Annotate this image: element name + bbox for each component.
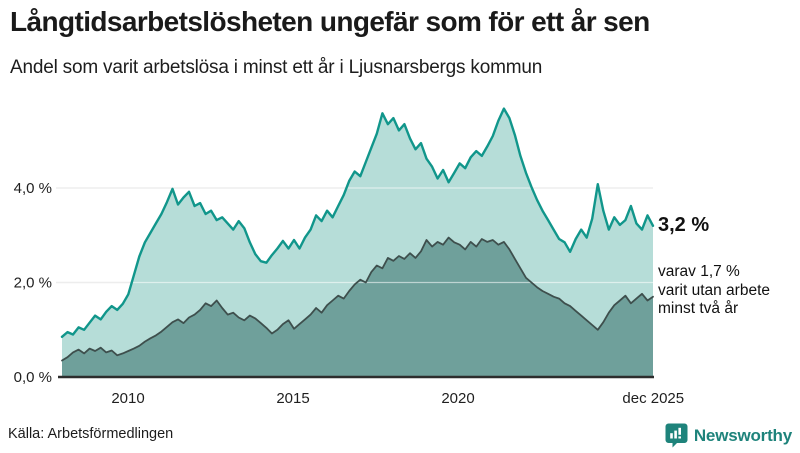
x-axis-tick-labels: 2010 2015 2020 dec 2025: [111, 390, 684, 407]
x-tick-label: 2015: [276, 390, 309, 407]
newsworthy-bubble-chart-icon: [665, 423, 688, 448]
gridlines-overlay: [56, 187, 653, 284]
y-tick-label: 2,0 %: [14, 275, 52, 292]
newsworthy-logo[interactable]: Newsworthy: [665, 423, 792, 448]
y-axis-tick-labels: 4,0 % 2,0 % 0,0 %: [14, 180, 52, 386]
source-credit: Källa: Arbetsförmedlingen: [8, 426, 174, 442]
secondary-annotation-line2: varit utan arbete: [658, 281, 771, 299]
secondary-annotation: varav 1,7 % varit utan arbete minst två …: [658, 263, 770, 319]
secondary-annotation-line1: varav 1,7 %: [658, 263, 740, 280]
secondary-annotation-line3: minst två år: [658, 300, 739, 317]
y-tick-label: 4,0 %: [14, 180, 52, 197]
page-title: Långtidsarbetslösheten ungefär som för e…: [10, 6, 650, 37]
newsworthy-wordmark: Newsworthy: [693, 425, 792, 445]
x-tick-label: 2010: [111, 390, 144, 407]
area-unemployed-two-years: [62, 237, 653, 377]
x-tick-label: dec 2025: [622, 390, 684, 407]
y-tick-label: 0,0 %: [14, 369, 52, 386]
line-unemployed-one-year: [60, 107, 655, 338]
line-unemployed-two-years: [61, 236, 654, 362]
end-value-label: 3,2 %: [658, 214, 710, 236]
x-tick-label: 2020: [441, 390, 474, 407]
chart-subtitle: Andel som varit arbetslösa i minst ett å…: [10, 57, 543, 78]
